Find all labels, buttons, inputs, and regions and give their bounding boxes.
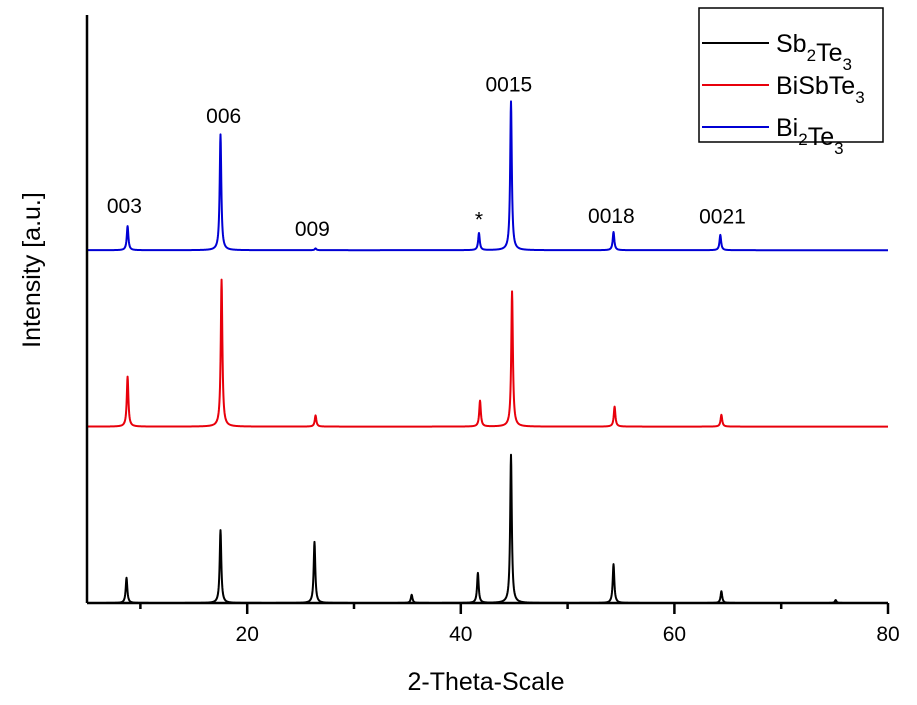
- peak-annotation: 003: [107, 195, 142, 218]
- legend-label-subscript: 2: [798, 130, 807, 149]
- peak-annotation: *: [475, 209, 483, 232]
- x-axis-title: 2-Theta-Scale: [407, 668, 564, 696]
- legend-label-subscript: 3: [834, 139, 843, 158]
- series-line-sb2te3: [86, 453, 889, 604]
- x-ticks: [139, 603, 890, 614]
- peak-annotation: 0015: [486, 73, 533, 96]
- legend-label-part: Te: [808, 123, 834, 151]
- peak-annotations: 003 006 009 * 0015 0018 0021: [107, 73, 746, 241]
- series-layer: [86, 100, 889, 604]
- legend-box: [698, 7, 884, 143]
- legend-label-part: Te: [816, 39, 842, 67]
- legend-label: BiSbTe3: [776, 72, 865, 107]
- series-line-bisbte3: [86, 278, 889, 428]
- legend-label-subscript: 2: [807, 46, 816, 65]
- axes: 20 40 60 80: [85, 15, 900, 646]
- legend-label: Bi2Te3: [776, 114, 844, 158]
- peak-annotation: 0018: [588, 205, 635, 228]
- legend-label-subscript: 3: [855, 88, 864, 107]
- peak-annotation: 0021: [699, 206, 746, 229]
- x-tick-label: 60: [663, 623, 686, 646]
- legend-label-subscript: 3: [842, 55, 851, 74]
- x-tick-label: 80: [876, 623, 899, 646]
- legend-label-part: BiSbTe: [776, 72, 855, 100]
- peak-annotation: 009: [295, 218, 330, 241]
- legend-label-part: Bi: [776, 114, 798, 142]
- peak-annotation: 006: [206, 105, 241, 128]
- x-tick-label: 20: [236, 623, 259, 646]
- legend-label: Sb2Te3: [776, 30, 852, 74]
- legend-label-part: Sb: [776, 30, 807, 58]
- x-tick-label: 40: [449, 623, 472, 646]
- series-line-bi2te3: [86, 100, 889, 252]
- y-axis-title: Intensity [a.u.]: [18, 192, 46, 348]
- x-tick-labels: 20 40 60 80: [236, 623, 900, 646]
